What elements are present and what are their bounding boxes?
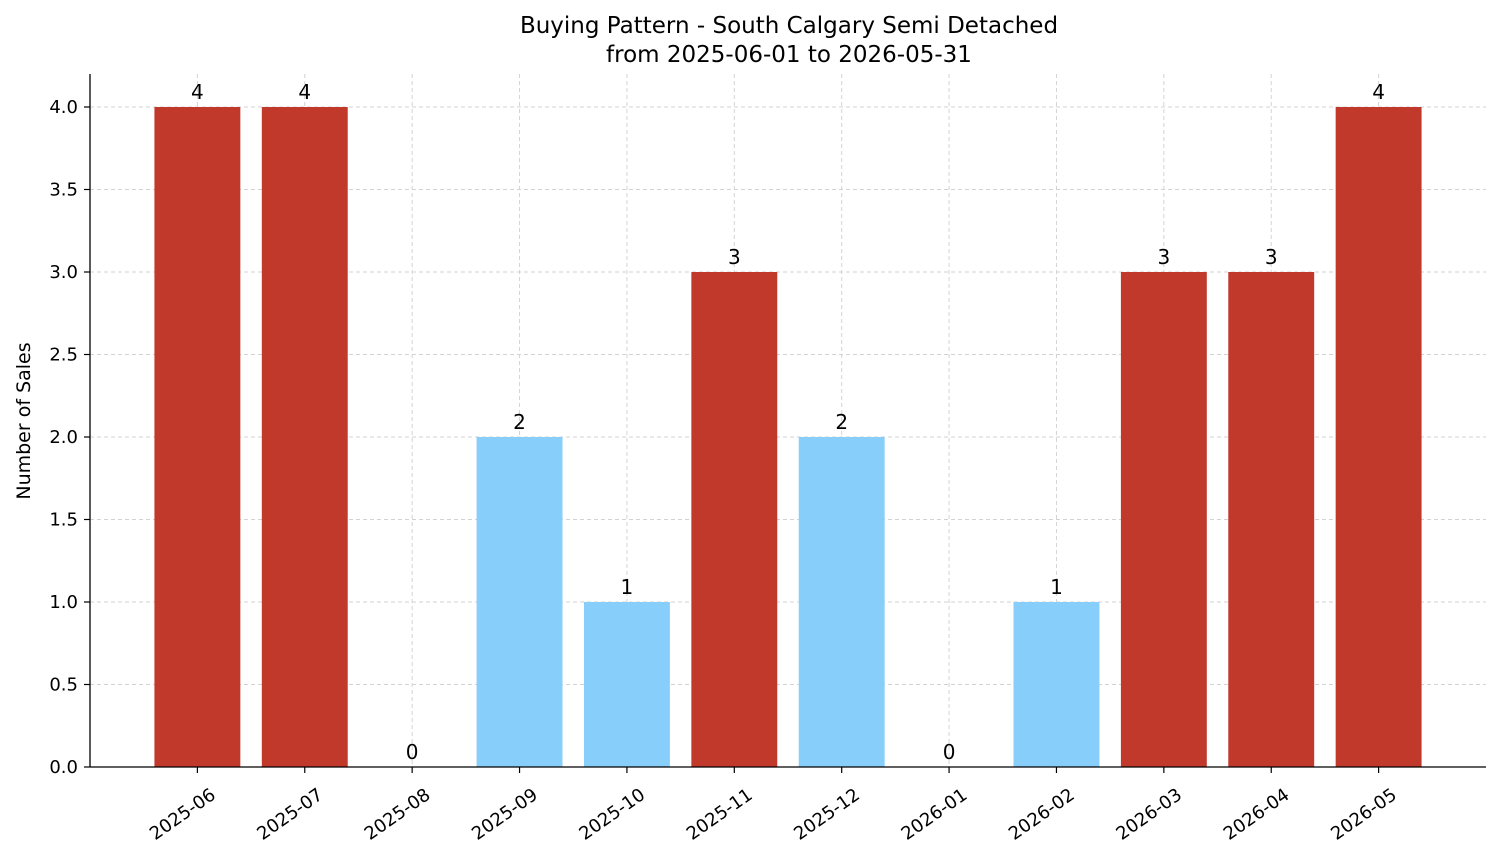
data-labels: 4 4 0 2 1 3 2 0 1 3 3 4	[191, 80, 1385, 764]
x-tick-label-2025-09: 2025-09	[468, 784, 542, 844]
x-tick-label-2025-07: 2025-07	[253, 784, 327, 844]
data-label-2025-07: 4	[298, 80, 311, 104]
bar-2025-10	[583, 602, 670, 767]
data-label-2025-10: 1	[621, 575, 634, 599]
bar-2026-03	[1120, 272, 1207, 767]
data-label-2025-08: 0	[406, 740, 419, 764]
y-axis-label: Number of Sales	[13, 342, 35, 499]
data-label-2026-04: 3	[1265, 245, 1278, 269]
data-label-2025-12: 2	[835, 410, 848, 434]
y-tick-label-0.0: 0.0	[49, 757, 78, 778]
y-tick-label-1.5: 1.5	[49, 510, 78, 531]
y-tick-label-2.5: 2.5	[49, 345, 78, 366]
x-tick-label-2026-01: 2026-01	[898, 784, 972, 844]
data-label-2026-01: 0	[943, 740, 956, 764]
y-tick-label-1.0: 1.0	[49, 592, 78, 613]
data-label-2025-11: 3	[728, 245, 741, 269]
x-tick-label-2026-02: 2026-02	[1005, 784, 1079, 844]
chart-title: Buying Pattern - South Calgary Semi Deta…	[520, 13, 1058, 39]
chart-subtitle: from 2025-06-01 to 2026-05-31	[606, 42, 972, 68]
data-label-2026-03: 3	[1157, 245, 1170, 269]
bar-2025-07	[261, 107, 348, 767]
y-tick-label-0.5: 0.5	[49, 675, 78, 696]
bar-2026-04	[1228, 272, 1315, 767]
data-label-2025-06: 4	[191, 80, 204, 104]
data-label-2026-02: 1	[1050, 575, 1063, 599]
y-tick-label-4.0: 4.0	[49, 97, 78, 118]
bar-2026-02	[1013, 602, 1100, 767]
bar-2025-12	[798, 437, 885, 767]
x-tick-label-2025-06: 2025-06	[146, 784, 220, 844]
y-tick-label-3.0: 3.0	[49, 262, 78, 283]
bar-2026-05	[1335, 107, 1422, 767]
x-tick-label-2025-10: 2025-10	[575, 784, 649, 844]
x-tick-label-2026-04: 2026-04	[1220, 784, 1294, 844]
data-label-2026-05: 4	[1372, 80, 1385, 104]
bars	[154, 107, 1422, 767]
x-tick-label-2026-03: 2026-03	[1112, 784, 1186, 844]
data-label-2025-09: 2	[513, 410, 526, 434]
y-tick-label-3.5: 3.5	[49, 180, 78, 201]
y-tick-label-2.0: 2.0	[49, 427, 78, 448]
x-tick-label-2026-05: 2026-05	[1327, 784, 1401, 844]
x-tick-label-2025-08: 2025-08	[361, 784, 435, 844]
bar-2025-09	[476, 437, 563, 767]
bar-2025-06	[154, 107, 241, 767]
bar-2025-11	[691, 272, 778, 767]
x-tick-label-2025-12: 2025-12	[790, 784, 864, 844]
x-tick-label-2025-11: 2025-11	[683, 784, 757, 844]
